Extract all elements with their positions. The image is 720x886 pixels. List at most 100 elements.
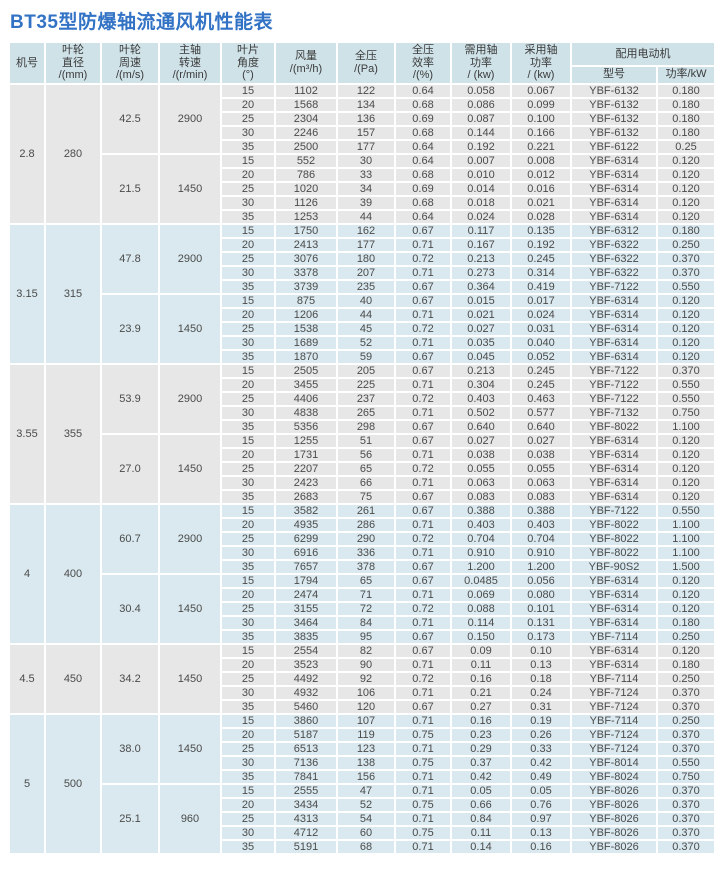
speed-cell: 47.8: [102, 224, 158, 293]
efficiency-cell: 0.71: [396, 770, 450, 783]
motor-power-cell: 0.25: [658, 140, 714, 153]
airflow-cell: 4838: [276, 406, 336, 419]
rpm-cell: 2900: [160, 84, 220, 153]
required-power-cell: 0.021: [452, 308, 510, 321]
efficiency-cell: 0.67: [396, 630, 450, 643]
pressure-cell: 298: [338, 420, 394, 433]
pressure-cell: 82: [338, 644, 394, 657]
required-power-cell: 0.0485: [452, 574, 510, 587]
pressure-cell: 136: [338, 112, 394, 125]
efficiency-cell: 0.67: [396, 420, 450, 433]
table-row: 4 400 60.7 2900 15 3582 261 0.67 0.388 0.388 YBF-7…: [10, 504, 714, 643]
motor-power-cell: 0.120: [658, 602, 714, 615]
motor-model-cell: YBF-7124: [572, 686, 656, 699]
table-row: 35 7841 156 0.71 0.42 0.49 YBF-8024 0.750: [10, 770, 714, 783]
airflow-cell: 5460: [276, 700, 336, 713]
efficiency-cell: 0.75: [396, 756, 450, 769]
table-row: 20 1568 134 0.68 0.086 0.099 YBF-6132 0.180: [10, 98, 714, 111]
adopted-power-cell: 0.245: [512, 378, 570, 391]
pressure-cell: 84: [338, 616, 394, 629]
adopted-power-cell: 0.135: [512, 224, 570, 237]
efficiency-cell: 0.71: [396, 588, 450, 601]
airflow-cell: 6513: [276, 742, 336, 755]
required-power-cell: 0.388: [452, 504, 510, 517]
rpm-cell: 2900: [160, 504, 220, 573]
angle-cell: 20: [222, 378, 274, 391]
airflow-cell: 1689: [276, 336, 336, 349]
angle-cell: 15: [222, 784, 274, 797]
angle-cell: 30: [222, 126, 274, 139]
table-row: 25 2304 136 0.69 0.087 0.100 YBF-6132 0.180: [10, 112, 714, 125]
angle-cell: 35: [222, 490, 274, 503]
adopted-power-cell: 0.221: [512, 140, 570, 153]
header-row-main: 机号 叶轮 直径 /(mm) 叶轮 周速 /(m/s) 主轴 转速 /(r/mi…: [10, 43, 714, 83]
pressure-cell: 33: [338, 168, 394, 181]
adopted-power-cell: 0.099: [512, 98, 570, 111]
pressure-cell: 207: [338, 266, 394, 279]
table-row: 25 6299 290 0.72 0.704 0.704 YBF-8022 1.100: [10, 532, 714, 545]
angle-cell: 20: [222, 588, 274, 601]
motor-model-cell: YBF-6314: [572, 210, 656, 223]
adopted-power-cell: 0.26: [512, 728, 570, 741]
adopted-power-cell: 0.173: [512, 630, 570, 643]
efficiency-cell: 0.67: [396, 364, 450, 377]
table-row: 30 4712 60 0.75 0.11 0.13 YBF-8026 0.370: [10, 826, 714, 839]
airflow-cell: 3076: [276, 252, 336, 265]
header-adopted-power: 采用轴 功率 / (kw): [512, 43, 570, 83]
pressure-cell: 177: [338, 238, 394, 251]
airflow-cell: 3464: [276, 616, 336, 629]
pressure-cell: 123: [338, 742, 394, 755]
airflow-cell: 1102: [276, 84, 336, 97]
motor-model-cell: YBF-6314: [572, 434, 656, 447]
airflow-cell: 3155: [276, 602, 336, 615]
adopted-power-cell: 0.192: [512, 238, 570, 251]
motor-model-cell: YBF-7124: [572, 742, 656, 755]
adopted-power-cell: 0.05: [512, 784, 570, 797]
airflow-cell: 7841: [276, 770, 336, 783]
adopted-power-cell: 0.131: [512, 616, 570, 629]
machine-no-cell: 2.8: [10, 84, 44, 223]
efficiency-cell: 0.71: [396, 742, 450, 755]
angle-cell: 30: [222, 266, 274, 279]
machine-no-cell: 5: [10, 714, 44, 853]
motor-model-cell: YBF-7122: [572, 378, 656, 391]
speed-cell: 42.5: [102, 84, 158, 153]
airflow-cell: 4492: [276, 672, 336, 685]
motor-model-cell: YBF-6322: [572, 266, 656, 279]
diameter-cell: 355: [46, 364, 100, 503]
table-row: 20 3434 52 0.75 0.66 0.76 YBF-8026 0.370: [10, 798, 714, 811]
page-container: BT35型防爆轴流通风机性能表 机号 叶轮 直径 /(mm) 叶轮 周速 /(m…: [10, 12, 714, 853]
airflow-cell: 552: [276, 154, 336, 167]
required-power-cell: 0.083: [452, 490, 510, 503]
pressure-cell: 122: [338, 84, 394, 97]
airflow-cell: 2554: [276, 644, 336, 657]
required-power-cell: 0.035: [452, 336, 510, 349]
efficiency-cell: 0.67: [396, 560, 450, 573]
required-power-cell: 0.058: [452, 84, 510, 97]
required-power-cell: 0.502: [452, 406, 510, 419]
table-row: 35 1870 59 0.67 0.045 0.052 YBF-6314 0.120: [10, 350, 714, 363]
table-row: 25 6513 123 0.71 0.29 0.33 YBF-7124 0.370: [10, 742, 714, 755]
header-machine-no: 机号: [10, 43, 44, 83]
required-power-cell: 0.114: [452, 616, 510, 629]
table-row: 30 4932 106 0.71 0.21 0.24 YBF-7124 0.370: [10, 686, 714, 699]
airflow-cell: 4712: [276, 826, 336, 839]
pressure-cell: 134: [338, 98, 394, 111]
motor-model-cell: YBF-8022: [572, 532, 656, 545]
table-body: 2.8 280 42.5 2900 15 1102 122 0.64 0.058 0.067 YBF…: [10, 84, 714, 853]
required-power-cell: 0.09: [452, 644, 510, 657]
required-power-cell: 0.027: [452, 434, 510, 447]
pressure-cell: 68: [338, 840, 394, 853]
table-row: 25 3155 72 0.72 0.088 0.101 YBF-6314 0.120: [10, 602, 714, 615]
table-row: 20 5187 119 0.75 0.23 0.26 YBF-7124 0.370: [10, 728, 714, 741]
angle-cell: 15: [222, 434, 274, 447]
adopted-power-cell: 0.055: [512, 462, 570, 475]
table-row: 30 1126 39 0.68 0.018 0.021 YBF-6314 0.120: [10, 196, 714, 209]
adopted-power-cell: 0.100: [512, 112, 570, 125]
motor-model-cell: YBF-7122: [572, 280, 656, 293]
motor-power-cell: 0.180: [658, 84, 714, 97]
angle-cell: 15: [222, 294, 274, 307]
angle-cell: 20: [222, 238, 274, 251]
adopted-power-cell: 0.101: [512, 602, 570, 615]
table-row: 25 1538 45 0.72 0.027 0.031 YBF-6314 0.120: [10, 322, 714, 335]
